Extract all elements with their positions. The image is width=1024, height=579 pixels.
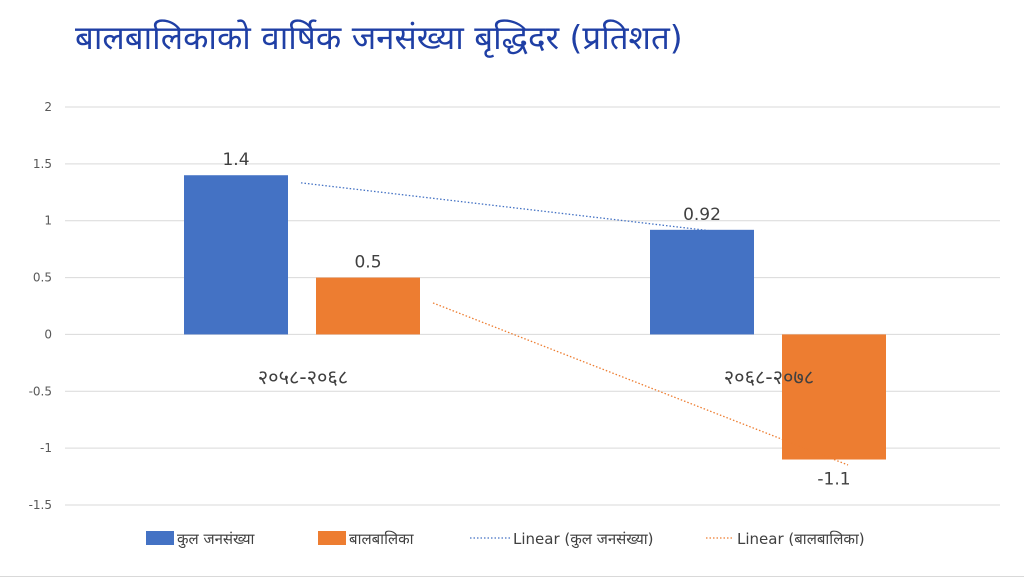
legend-label: कुल जनसंख्या xyxy=(177,530,256,549)
data-label: 0.5 xyxy=(354,253,381,273)
y-tick-label: -0.5 xyxy=(29,384,52,398)
bar xyxy=(184,175,288,335)
legend-swatch xyxy=(318,531,346,545)
y-tick-label: -1 xyxy=(40,441,52,455)
legend-label: Linear (कुल जनसंख्या) xyxy=(513,530,654,549)
bottom-divider xyxy=(0,576,1024,577)
y-tick-label: 1 xyxy=(44,214,52,228)
y-tick-label: 1.5 xyxy=(33,157,52,171)
data-label: 0.92 xyxy=(683,205,721,225)
y-tick-label: -1.5 xyxy=(29,498,52,512)
bar xyxy=(782,334,886,460)
trendline xyxy=(432,302,849,466)
bar xyxy=(650,229,754,335)
trendline xyxy=(300,182,717,233)
y-tick-label: 0 xyxy=(44,327,52,341)
chart-title: बालबालिकाको वार्षिक जनसंख्या बृद्धिदर (प… xyxy=(75,18,683,57)
legend-swatch xyxy=(146,531,174,545)
category-label: २०६८-२०७८ xyxy=(724,365,814,389)
data-label: 1.4 xyxy=(222,150,249,170)
bar xyxy=(316,277,420,335)
data-label: -1.1 xyxy=(817,470,850,490)
y-tick-label: 0.5 xyxy=(33,271,52,285)
legend-label: बालबालिका xyxy=(349,530,415,548)
category-label: २०५८-२०६८ xyxy=(258,365,348,389)
legend-label: Linear (बालबालिका) xyxy=(737,530,865,548)
y-tick-label: 2 xyxy=(44,100,52,114)
